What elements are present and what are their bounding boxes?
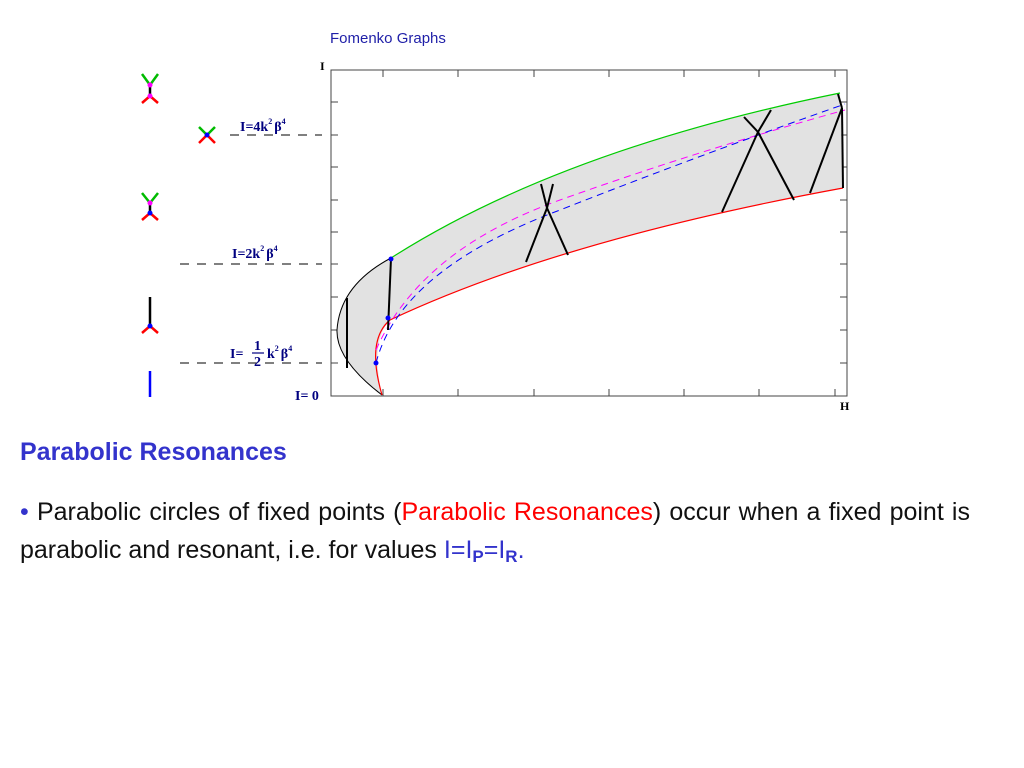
y-graph-icon [141,297,159,334]
figure-title: Fomenko Graphs [330,30,446,47]
level-label-4k: I=4k2 β4 [240,117,286,135]
paragraph-highlight: Parabolic Resonances [401,498,653,526]
dashed-magenta-curve [375,109,846,351]
level-label-zero: I= 0 [295,389,319,404]
critical-point-dot [373,360,379,366]
x-axis-label: H [840,399,850,413]
lower-boundary-curve [375,187,844,396]
cross-graph-icon [198,126,216,144]
level-label-2k: I=2k2 β4 [232,244,278,262]
resonance-equation: I=IP=IR. [443,536,525,566]
upper-boundary-curve [390,92,841,259]
section-heading: Parabolic Resonances [20,438,287,466]
y-axis-label: I [320,59,325,73]
svg-text:2: 2 [254,355,261,370]
critical-point-dot [388,256,394,262]
paragraph-text-2: ) occur when a fixed point is parabolic … [20,498,970,564]
svg-text:1: 1 [254,339,261,354]
left-boundary-curve [336,257,392,396]
fomenko-figure: I=4k2 β4 I=2k2 β4 I= 1 2 k2 β4 I= 0 [140,59,850,413]
saddle-graph-icon-2 [141,192,159,221]
saddle-graph-icon [140,73,160,104]
paragraph-text-1: Parabolic circles of fixed points ( [36,498,402,526]
fomenko-graph-edges [346,93,844,368]
bullet-paragraph: • Parabolic circles of fixed points (Par… [20,493,970,576]
axis-ticks [331,70,847,396]
critical-point-dot [385,315,391,321]
allowed-region [336,93,843,395]
graph-icons [140,73,216,397]
plot-frame [330,69,848,397]
level-label-half: I= 1 2 k2 β4 [230,339,292,370]
bullet-marker: • [20,498,29,526]
level-guides [180,134,322,364]
svg-text:I=: I= [230,347,243,362]
level-labels: I=4k2 β4 I=2k2 β4 I= 1 2 k2 β4 I= 0 [230,117,319,404]
